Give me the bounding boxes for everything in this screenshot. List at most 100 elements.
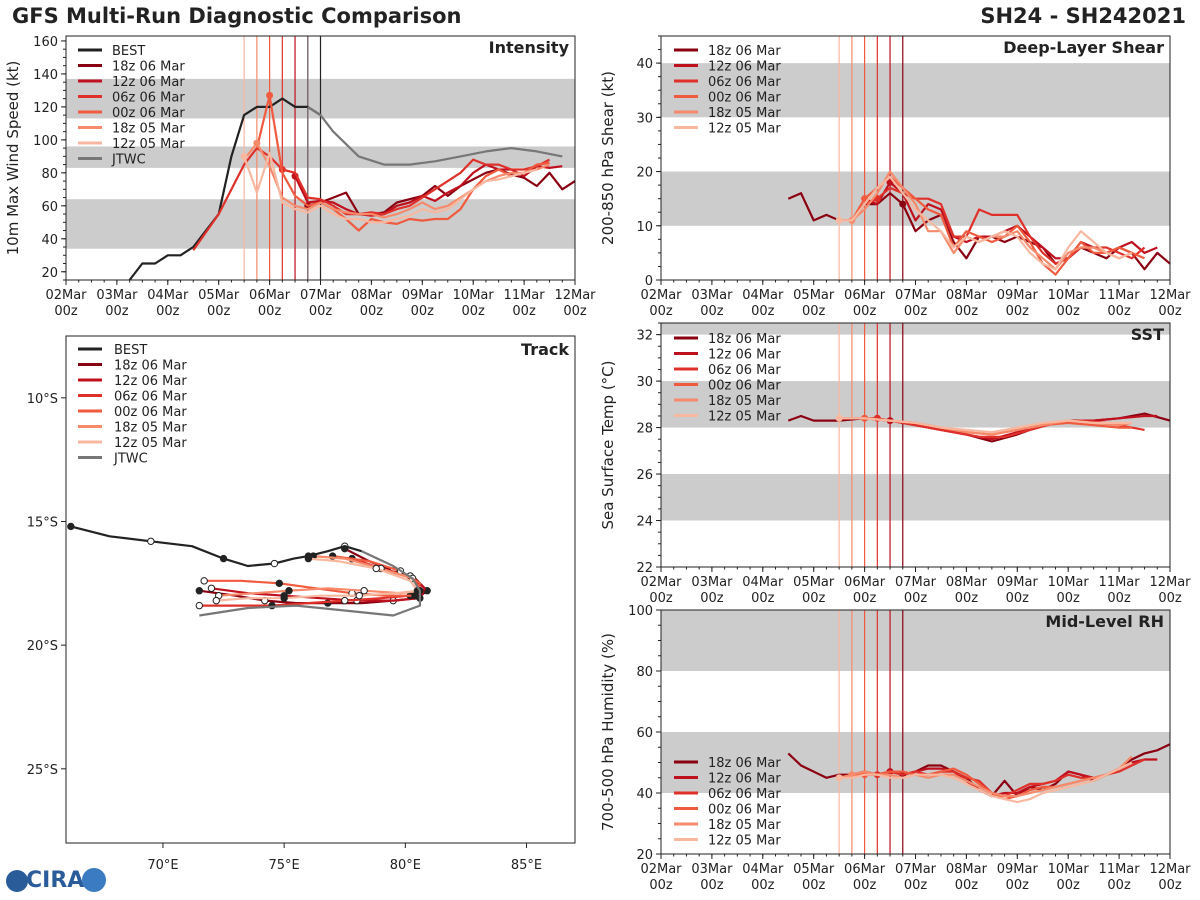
y-tick-label: 80 <box>41 167 58 182</box>
track-point <box>147 537 155 545</box>
legend-label: 12z 06 Mar <box>114 374 187 389</box>
x-tick-label: 00z <box>904 878 928 893</box>
x-tick-label: 00z <box>1006 591 1030 606</box>
track-line-12z-05-mar <box>216 557 419 602</box>
panel-title: Intensity <box>489 38 570 57</box>
track-point <box>200 577 208 585</box>
x-tick-label: 00z <box>649 591 673 606</box>
x-tick-label: 00z <box>700 304 724 319</box>
legend-label: 12z 05 Mar <box>708 834 781 849</box>
track-point <box>360 587 368 595</box>
x-tick-label: 09Mar <box>997 862 1039 877</box>
legend-label: 12z 06 Mar <box>708 348 781 363</box>
x-tick-label: 10Mar <box>1048 575 1090 590</box>
x-tick-label: 00z <box>751 878 775 893</box>
track-point <box>195 587 204 595</box>
series-line-06z-06-mar <box>192 147 551 251</box>
x-tick-label: 04Mar <box>742 575 784 590</box>
series-line-12z-05-mar <box>839 417 1132 434</box>
track-point <box>195 601 204 610</box>
legend-label: 18z 05 Mar <box>114 421 187 436</box>
x-tick-label: 02Mar <box>45 288 87 303</box>
shaded-band <box>661 323 1170 335</box>
y-tick-label: 15°S <box>27 515 58 530</box>
x-tick-label: 07Mar <box>895 288 937 303</box>
x-tick-label: 70°E <box>147 858 178 873</box>
y-tick-label: 80 <box>636 665 653 680</box>
y-tick-label: 26 <box>636 468 653 483</box>
x-tick-label: 07Mar <box>895 862 937 877</box>
y-tick-label: 40 <box>41 233 58 248</box>
legend-label: BEST <box>114 343 147 358</box>
x-tick-label: 10Mar <box>453 288 495 303</box>
y-tick-label: 30 <box>636 375 653 390</box>
legend-label: 00z 06 Mar <box>708 803 781 818</box>
panel-intensity: 2040608010012014016002Mar00z03Mar00z04Ma… <box>4 35 596 319</box>
track-point <box>212 596 220 605</box>
x-tick-label: 00z <box>1107 878 1131 893</box>
y-tick-label: 0 <box>645 274 653 289</box>
init-marker <box>835 414 843 422</box>
panel-title: SST <box>1131 325 1164 344</box>
x-tick-label: 03Mar <box>691 288 733 303</box>
series-line-00z-06-mar <box>255 94 550 232</box>
x-tick-label: 10Mar <box>1048 862 1090 877</box>
y-tick-label: 10 <box>636 220 653 235</box>
track-line-jtwc <box>199 550 421 617</box>
globe-icon <box>6 870 28 892</box>
panel-sst: 22242628303202Mar00z03Mar00z04Mar00z05Ma… <box>599 322 1191 606</box>
y-tick-label: 100 <box>33 134 58 149</box>
track-line-18z-05-mar <box>218 555 421 597</box>
x-tick-label: 09Mar <box>997 288 1039 303</box>
x-tick-label: 00z <box>1006 304 1030 319</box>
x-tick-label: 75°E <box>269 858 300 873</box>
x-tick-label: 12Mar <box>1149 862 1191 877</box>
init-marker <box>835 216 843 224</box>
init-marker <box>253 139 261 147</box>
x-tick-label: 10Mar <box>1048 288 1090 303</box>
x-tick-label: 00z <box>1057 878 1081 893</box>
cira-logo: CIRA <box>6 866 106 896</box>
init-marker <box>266 91 274 99</box>
legend-label: 18z 05 Mar <box>112 122 185 137</box>
x-tick-label: 00z <box>156 304 180 319</box>
panel-title: Track <box>521 340 569 359</box>
series-line-12z-05-mar <box>243 152 538 224</box>
legend-label: 12z 05 Mar <box>114 436 187 451</box>
x-tick-label: 02Mar <box>640 575 682 590</box>
track-point <box>355 591 363 600</box>
legend-label: 00z 06 Mar <box>112 106 185 121</box>
x-tick-label: 00z <box>751 304 775 319</box>
x-tick-label: 11Mar <box>1099 288 1141 303</box>
legend-label: 12z 05 Mar <box>112 137 185 152</box>
x-tick-label: 00z <box>955 878 979 893</box>
series-line-12z-05-mar <box>839 761 1133 804</box>
panel-title: Deep-Layer Shear <box>1003 38 1164 57</box>
x-tick-label: 00z <box>1158 878 1182 893</box>
legend-label: 06z 06 Mar <box>708 787 781 802</box>
y-axis-label: Sea Surface Temp (°C) <box>599 360 617 529</box>
y-tick-label: 120 <box>33 101 58 116</box>
series-line-12z-05-mar <box>839 175 1133 271</box>
x-tick-label: 00z <box>1006 878 1030 893</box>
logo-text: CIRA <box>26 868 85 893</box>
x-tick-label: 08Mar <box>351 288 393 303</box>
x-tick-label: 09Mar <box>402 288 444 303</box>
x-tick-label: 07Mar <box>895 575 937 590</box>
x-tick-label: 05Mar <box>793 862 835 877</box>
legend-label: JTWC <box>113 452 148 467</box>
legend-label: BEST <box>112 44 145 59</box>
y-tick-label: 10°S <box>27 392 58 407</box>
x-tick-label: 03Mar <box>96 288 138 303</box>
y-tick-label: 60 <box>41 200 58 215</box>
x-tick-label: 00z <box>649 878 673 893</box>
x-tick-label: 00z <box>411 304 435 319</box>
x-tick-label: 00z <box>853 878 877 893</box>
legend-label: 06z 06 Mar <box>708 363 781 378</box>
legend-label: 18z 05 Mar <box>708 106 781 121</box>
y-tick-label: 160 <box>33 35 58 50</box>
y-tick-label: 20 <box>636 166 653 181</box>
x-tick-label: 00z <box>1158 304 1182 319</box>
y-tick-label: 40 <box>636 787 653 802</box>
axes-frame <box>65 335 576 844</box>
